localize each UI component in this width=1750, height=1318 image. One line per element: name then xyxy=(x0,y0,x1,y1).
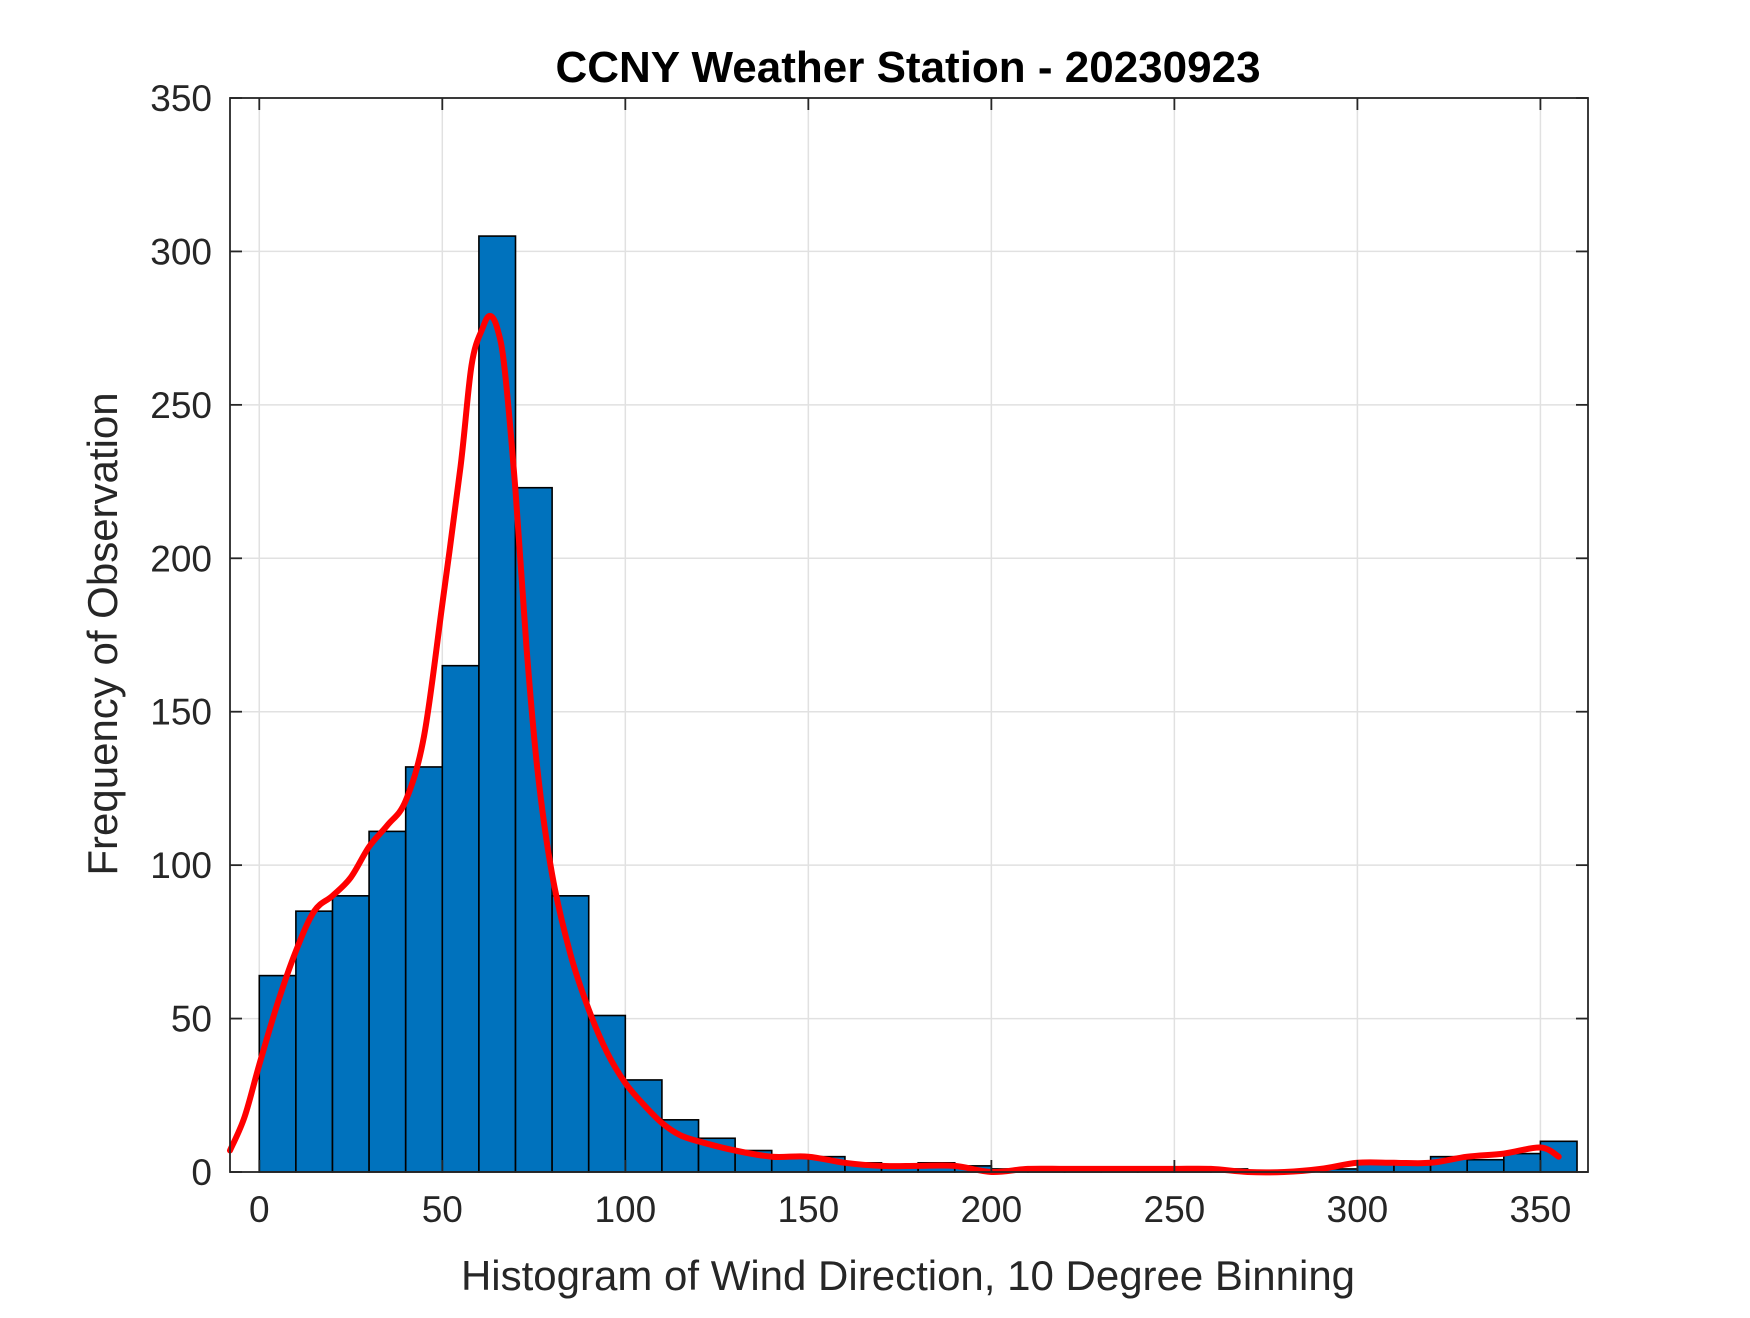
density-line xyxy=(227,312,1562,1176)
x-tick-label: 250 xyxy=(1144,1189,1206,1230)
histogram-bar xyxy=(368,830,407,1173)
histogram-bar xyxy=(1503,1152,1542,1173)
chart-title: CCNY Weather Station - 20230923 xyxy=(555,43,1260,92)
histogram-bar xyxy=(441,664,480,1173)
histogram-bar xyxy=(404,766,444,1173)
histogram-bar xyxy=(1466,1158,1505,1173)
axes-box xyxy=(229,97,1589,1173)
bars xyxy=(258,235,1578,1173)
x-tick-label: 100 xyxy=(594,1189,656,1230)
y-tick-label: 100 xyxy=(150,845,212,886)
x-tick-label: 50 xyxy=(422,1189,463,1230)
x-tick-label: 300 xyxy=(1327,1189,1389,1230)
x-axis-label: Histogram of Wind Direction, 10 Degree B… xyxy=(461,1252,1355,1299)
y-tick-label: 250 xyxy=(150,385,212,426)
y-tick-label: 50 xyxy=(171,999,212,1040)
axes xyxy=(229,97,1589,1173)
histogram-bar xyxy=(295,910,334,1173)
y-tick-label: 0 xyxy=(191,1152,212,1193)
density-curve xyxy=(227,312,1562,1176)
histogram-bar xyxy=(551,895,590,1173)
histogram-bar xyxy=(331,895,370,1173)
x-tick-label: 200 xyxy=(960,1189,1022,1230)
y-axis-label: Frequency of Observation xyxy=(79,392,126,875)
y-tick-label: 200 xyxy=(150,538,212,579)
y-tick-label: 350 xyxy=(150,78,212,119)
y-tick-label: 150 xyxy=(150,692,212,733)
tick-labels: 0 50 100 150 200 250 300 350 0 50 100 150 200 250 300 3… xyxy=(150,78,1571,1230)
x-tick-label: 150 xyxy=(777,1189,839,1230)
histogram-bar xyxy=(478,235,517,1173)
y-tick-label: 300 xyxy=(150,231,212,272)
x-tick-label: 0 xyxy=(249,1189,270,1230)
x-tick-label: 350 xyxy=(1510,1189,1572,1230)
histogram-bar xyxy=(587,1014,627,1173)
